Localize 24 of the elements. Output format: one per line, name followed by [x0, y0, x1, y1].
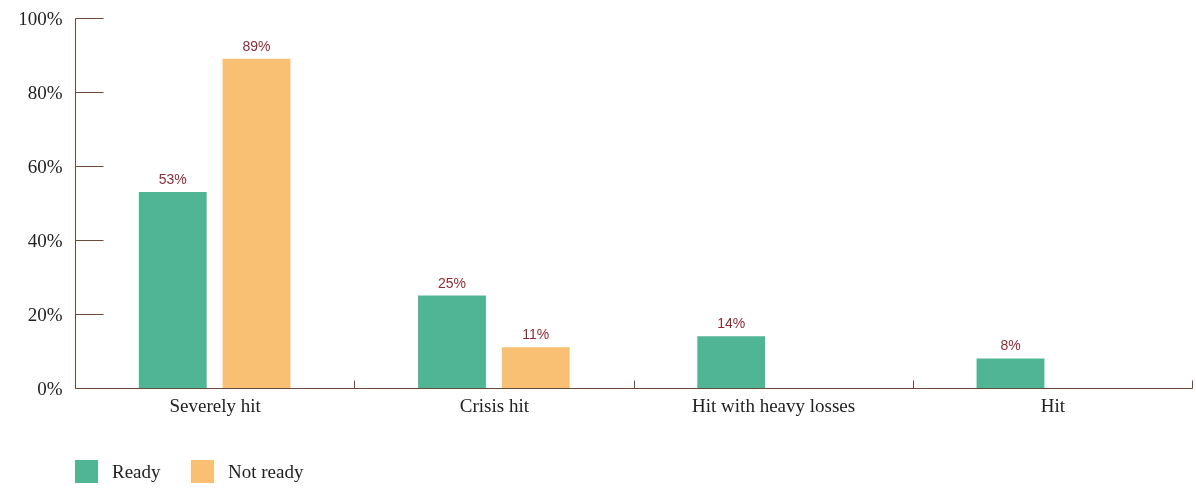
y-tick-label: 0% — [37, 377, 63, 399]
bar — [138, 191, 207, 388]
bar — [501, 347, 570, 388]
bar — [976, 358, 1045, 388]
y-tick-label: 40% — [27, 229, 63, 251]
data-label: 8% — [1000, 337, 1021, 354]
data-label: 25% — [437, 274, 467, 291]
legend-label: Ready — [112, 460, 162, 482]
x-tick-label: Hit — [1040, 394, 1066, 416]
bar — [222, 58, 291, 388]
data-label: 14% — [717, 315, 746, 332]
bar — [697, 336, 766, 388]
x-tick-label: Crisis hit — [459, 394, 530, 416]
y-tick-label: 80% — [27, 81, 63, 103]
y-tick-label: 20% — [27, 303, 63, 325]
data-label: 53% — [158, 170, 187, 187]
x-tick-label: Severely hit — [169, 394, 262, 416]
bar — [418, 295, 486, 388]
y-tick-label: 100% — [18, 7, 63, 29]
data-label: 89% — [242, 37, 271, 54]
y-tick-label: 60% — [27, 155, 63, 177]
legend-label: Not ready — [228, 460, 304, 482]
x-tick-label: Hit with heavy losses — [692, 394, 856, 416]
data-label: 11% — [522, 326, 550, 343]
